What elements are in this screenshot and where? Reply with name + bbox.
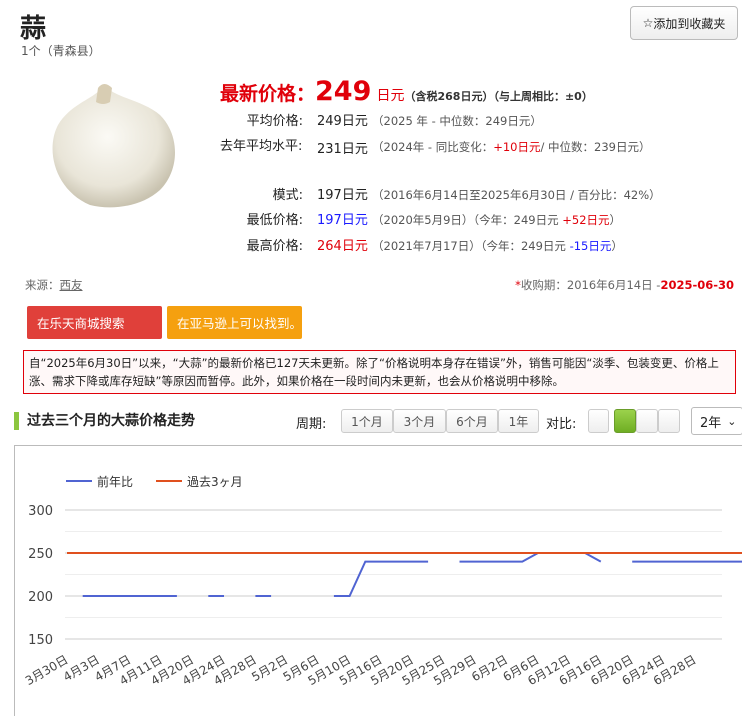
row-label: 最低价格: xyxy=(246,213,303,228)
row-label: 最高价格: xyxy=(246,239,303,254)
y-tick-label: 150 xyxy=(28,633,53,648)
row-note: （2020年5月9日）（今年：249日元 xyxy=(372,213,563,227)
compare-option-2-selected[interactable] xyxy=(614,409,636,433)
period-6-months[interactable]: 6个月 xyxy=(446,409,498,433)
legend-label: 過去3ヶ月 xyxy=(187,475,243,489)
row-label: 去年平均水平: xyxy=(220,139,303,154)
star-icon: ☆ xyxy=(642,16,654,30)
source: 来源：西友 xyxy=(25,277,83,293)
chevron-down-icon: ⌄ xyxy=(727,414,737,428)
y-tick-label: 250 xyxy=(28,547,53,562)
row-value: 249日元 xyxy=(317,114,368,129)
source-label: 来源： xyxy=(25,278,60,292)
page-title: 蒜 xyxy=(20,14,47,44)
row-note-end: ） xyxy=(611,239,623,253)
row-value: 197日元 xyxy=(317,213,368,228)
garlic-image xyxy=(52,84,175,208)
diff: +52日元 xyxy=(562,213,610,227)
rakuten-search-button[interactable]: 在乐天商城搜索 xyxy=(27,306,162,339)
add-to-favorites-button[interactable]: ☆ 添加到收藏夹 xyxy=(630,6,738,40)
collection-period: *收购期：2016年6月14日 -2025-06-30 xyxy=(515,277,734,293)
legend-label: 前年比 xyxy=(97,474,133,489)
y-tick-label: 200 xyxy=(28,590,53,605)
section-title: 过去三个月的大蒜价格走势 xyxy=(14,412,195,430)
max-price-row: 最高价格: 264日元 （2021年7月17日）（今年：249日元 -15日元） xyxy=(220,235,623,254)
compare-label: 对比: xyxy=(546,417,577,432)
select-value: 2年 xyxy=(700,415,722,431)
latest-price: 最新价格：249 日元（含税268日元）（与上周相比：±0） xyxy=(220,76,593,107)
favorite-label: 添加到收藏夹 xyxy=(653,16,726,31)
row-note: （2024年 - 同比变化： xyxy=(372,140,494,154)
row-value: 231日元 xyxy=(317,141,368,157)
period-label: 收购期：2016年6月14日 - xyxy=(520,278,661,292)
series-line-year-over-year xyxy=(82,552,742,597)
y-tick-label: 300 xyxy=(28,504,53,519)
latest-price-value: 249 xyxy=(315,76,372,107)
period-end: 2025-06-30 xyxy=(660,278,734,292)
product-subtitle: 1个（青森县） xyxy=(21,44,101,58)
amazon-search-button[interactable]: 在亚马逊上可以找到。 xyxy=(167,306,302,339)
row-note: （2021年7月17日）（今年：249日元 xyxy=(372,239,570,253)
row-label: 平均价格: xyxy=(246,114,303,129)
period-label: 周期: xyxy=(296,417,327,432)
price-chart: 1502002503003月30日4月3日4月7日4月11日4月20日4月24日… xyxy=(23,474,742,688)
row-label: 模式: xyxy=(272,188,303,203)
source-link[interactable]: 西友 xyxy=(59,278,83,292)
period-1-year[interactable]: 1年 xyxy=(498,409,539,433)
row-note-median: / 中位数：239日元） xyxy=(540,140,651,154)
row-note: （2025 年 - 中位数：249日元） xyxy=(372,114,542,128)
update-notice: 自“2025年6月30日”以来，“大蒜”的最新价格已127天未更新。除了“价格说… xyxy=(23,350,736,394)
last-year-row: 去年平均水平: 231日元 （2024年 - 同比变化：+10日元/ 中位数：239… xyxy=(220,137,651,157)
compare-option-4[interactable] xyxy=(658,409,680,433)
chart-container xyxy=(14,445,742,716)
diff: -15日元 xyxy=(569,239,612,253)
mode-row: 模式: 197日元 （2016年6月14日至2025年6月30日 / 百分比：42%… xyxy=(220,184,661,203)
latest-price-label: 最新价格： xyxy=(220,83,316,105)
row-note: （2016年6月14日至2025年6月30日 / 百分比：42%） xyxy=(372,188,661,202)
row-value: 264日元 xyxy=(317,239,368,254)
weekly-compare: （与上周相比：±0） xyxy=(493,90,593,103)
period-3-months[interactable]: 3个月 xyxy=(393,409,446,433)
compare-range-select[interactable]: 2年 ⌄ xyxy=(691,407,742,435)
yoy-change: +10日元 xyxy=(493,140,541,154)
asterisk: * xyxy=(515,278,521,292)
compare-option-1[interactable] xyxy=(588,409,609,433)
latest-price-unit: 日元 xyxy=(376,88,405,104)
avg-price-row: 平均价格: 249日元 （2025 年 - 中位数：249日元） xyxy=(220,110,542,129)
min-price-row: 最低价格: 197日元 （2020年5月9日）（今年：249日元 +52日元） xyxy=(220,209,621,228)
row-note-end: ） xyxy=(609,213,622,227)
row-value: 197日元 xyxy=(317,188,368,203)
compare-option-3[interactable] xyxy=(636,409,658,433)
tax-price: （含税268日元） xyxy=(404,90,494,103)
period-1-month[interactable]: 1个月 xyxy=(341,409,393,433)
